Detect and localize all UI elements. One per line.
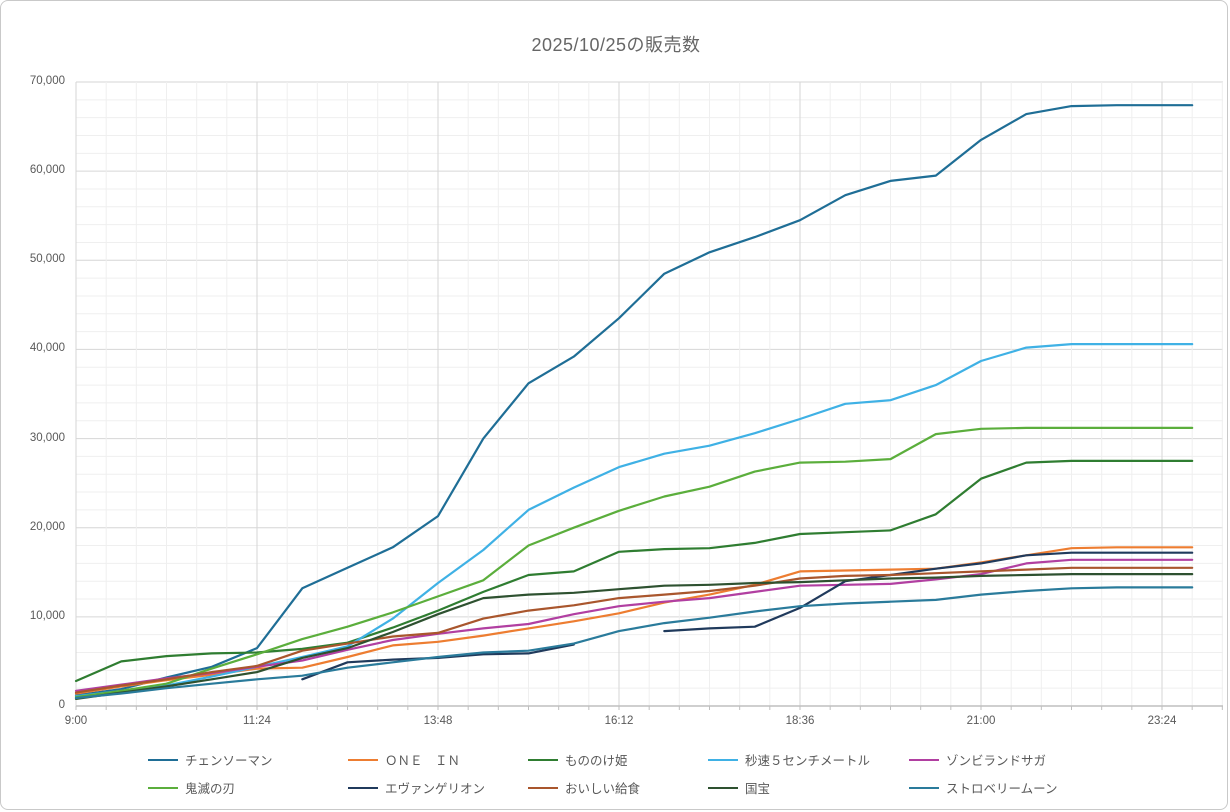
y-axis-label: 40,000: [29, 342, 65, 355]
series-line: [74, 426, 1194, 699]
y-axis-label: 10,000: [29, 609, 65, 622]
y-axis-label: 70,000: [29, 75, 65, 87]
x-axis-label: 23:24: [1147, 715, 1177, 727]
series-line: [74, 459, 1194, 683]
chart-title: 2025/10/25の販売数: [531, 35, 701, 55]
y-axis-label: 20,000: [29, 520, 65, 533]
series-line: [74, 343, 1194, 698]
y-axis-label: 0: [58, 699, 65, 711]
series-line: [74, 104, 1194, 697]
x-axis-label: 11:24: [243, 715, 271, 727]
x-axis-label: 21:00: [966, 715, 996, 727]
y-axis-label: 30,000: [29, 431, 65, 444]
x-axis-label: 9:00: [64, 715, 88, 727]
y-axis-label: 50,000: [29, 253, 65, 266]
series-line: [74, 566, 1194, 694]
x-axis-label: 13:48: [423, 715, 453, 727]
x-axis-label: 18:36: [785, 715, 815, 727]
y-axis-label: 60,000: [29, 164, 65, 177]
series-line: [74, 573, 1194, 700]
x-axis-label: 16:12: [604, 715, 634, 727]
series-line: [74, 558, 1194, 692]
series-line: [74, 586, 1194, 700]
